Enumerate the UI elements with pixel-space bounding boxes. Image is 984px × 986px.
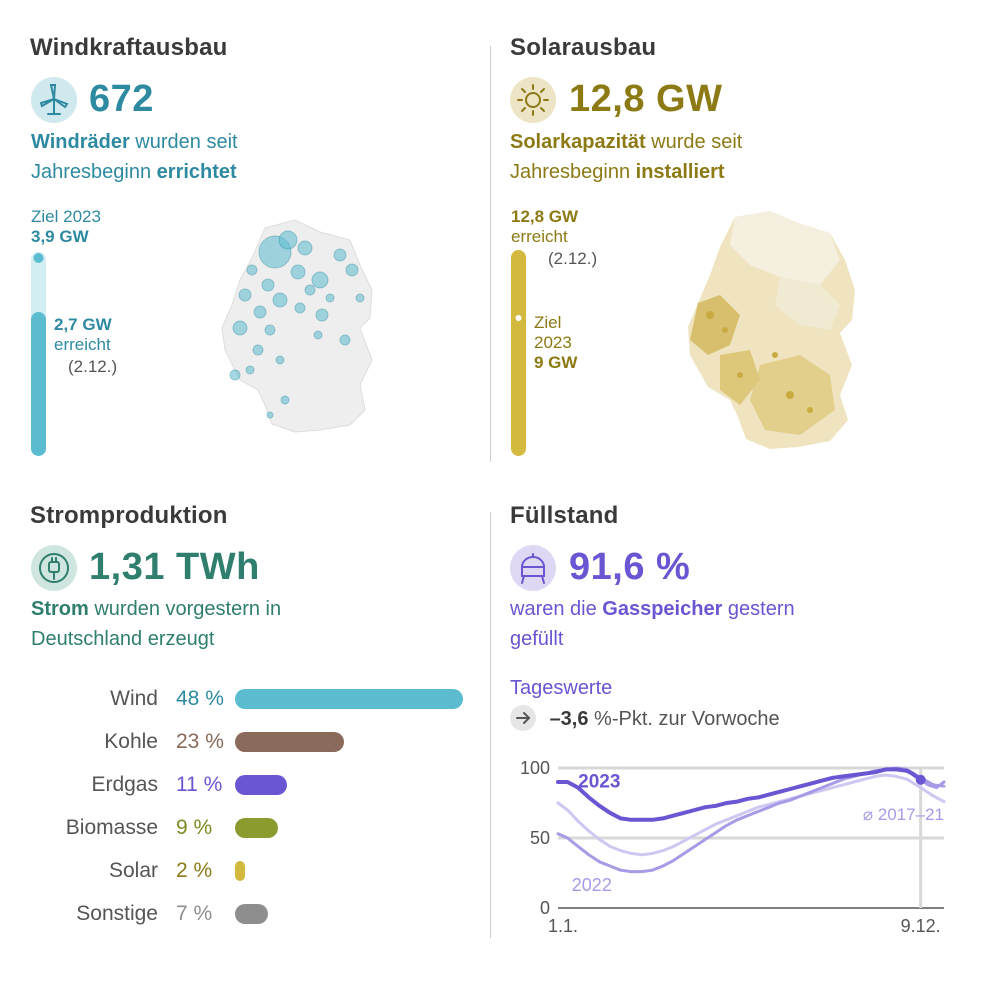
- strom-subtitle: Strom wurden vorgestern in Deutschland e…: [31, 594, 281, 654]
- strom-bar-fill: [235, 775, 288, 795]
- wind-line1-rest: wurden seit: [129, 131, 238, 153]
- solar-goal-value: 9 GW: [534, 353, 578, 372]
- sun-icon: [510, 77, 556, 123]
- wind-reached-date: (2.12.): [68, 357, 117, 376]
- solar-reached-label: erreicht: [511, 227, 568, 246]
- strom-bar-value: 23 %: [176, 730, 224, 753]
- strom-bar-label: Sonstige: [76, 902, 158, 925]
- strom-bar-row: Biomasse 9 %: [0, 813, 470, 843]
- gas-value: 91,6 %: [569, 546, 691, 588]
- solar-value: 12,8 GW: [569, 78, 723, 120]
- gas-series-label: 2023: [578, 772, 620, 793]
- solar-map: [688, 211, 855, 449]
- strom-bar-label: Erdgas: [91, 773, 158, 796]
- strom-bar-value: 48 %: [176, 687, 224, 710]
- strom-bar-value: 2 %: [176, 859, 213, 882]
- wind-goal-value: 3,9 GW: [31, 227, 90, 246]
- gas-series-line: [556, 767, 923, 822]
- solar-heading: Solarausbau: [510, 34, 657, 61]
- strom-bar-fill: [235, 904, 269, 924]
- strom-bar-label: Kohle: [104, 730, 158, 753]
- gas-y-tick-label: 100: [520, 758, 550, 778]
- solar-reached-date: (2.12.): [548, 249, 597, 268]
- gas-latest-point: [915, 774, 926, 785]
- strom-bar-fill: [235, 689, 463, 709]
- wind-progress-graphic: Ziel 2023 3,9 GW 2,7 GW erreicht (2.12.): [31, 207, 117, 456]
- vertical-divider-top: [490, 46, 491, 462]
- strom-bar-row: Wind 48 %: [0, 684, 470, 714]
- vertical-divider-bottom: [490, 512, 491, 938]
- gas-heading: Füllstand: [510, 502, 619, 529]
- wind-value: 672: [89, 78, 154, 120]
- gas-line1-bold: Gasspeicher: [602, 598, 723, 620]
- gas-change-unit: %-Pkt. zur Vorwoche: [588, 708, 780, 730]
- gas-chart-title: Tageswerte: [510, 677, 613, 699]
- strom-bar-value: 9 %: [176, 816, 213, 839]
- wind-line1-bold: Windräder: [31, 131, 130, 153]
- solar-line1-rest: wurde seit: [645, 131, 743, 153]
- wind-reached-value: 2,7 GW: [54, 315, 113, 334]
- strom-value: 1,31 TWh: [89, 546, 260, 588]
- wind-heading: Windkraftausbau: [30, 34, 228, 61]
- solar-line2-bold: installiert: [635, 161, 725, 183]
- solar-reached-value: 12,8 GW: [511, 207, 579, 226]
- strom-bar-fill: [235, 861, 245, 881]
- germany-outline: [221, 219, 373, 433]
- gas-y-tick-label: 0: [540, 898, 550, 918]
- gas-change-row: –3,6 %-Pkt. zur Vorwoche: [510, 704, 780, 734]
- gas-line1-rest: waren die: [510, 598, 603, 620]
- gas-x-tick-label: 1.1.: [548, 916, 578, 936]
- strom-bar-row: Solar 2 %: [0, 856, 470, 886]
- strom-bar-value: 7 %: [176, 902, 213, 925]
- solar-progress-fill: [511, 250, 526, 456]
- strom-bar-fill: [235, 818, 278, 838]
- wind-subtitle: Windräder wurden seit Jahresbeginn erric…: [31, 127, 238, 187]
- gas-x-tick-label: 9.12.: [901, 916, 941, 936]
- solar-subtitle: Solarkapazität wurde seit Jahresbeginn i…: [510, 127, 742, 187]
- strom-heading: Stromproduktion: [30, 502, 228, 529]
- strom-line1-bold: Strom: [31, 598, 89, 620]
- wind-line2-bold: errichtet: [156, 161, 237, 183]
- strom-bar-label: Solar: [108, 859, 158, 882]
- arrow-right-icon: [510, 704, 536, 731]
- solar-goal-marker: [515, 315, 522, 321]
- strom-bar-fill: [235, 732, 345, 752]
- strom-bar-label: Biomasse: [65, 816, 158, 839]
- wind-reached-label: erreicht: [54, 335, 111, 354]
- strom-bar-row: Sonstige 7 %: [0, 899, 470, 929]
- solar-progress-graphic: 12,8 GW erreicht (2.12.) Ziel 2023 9 GW: [511, 207, 597, 456]
- solar-goal-line1: Ziel: [534, 313, 561, 332]
- solar-line2-rest: Jahresbeginn: [510, 161, 636, 183]
- wind-progress-fill: [31, 312, 46, 456]
- solar-line1-bold: Solarkapazität: [510, 131, 646, 153]
- strom-line2-rest: Deutschland erzeugt: [31, 628, 215, 650]
- gas-line2-rest: gefüllt: [510, 628, 564, 650]
- wind-map: [221, 219, 373, 433]
- power-plug-icon: [31, 545, 77, 591]
- gas-series-label: 2022: [572, 875, 612, 895]
- gas-line-chart: 0 50 100 2023 2022 ⌀ 2017–21 1.1. 9.12.: [520, 758, 946, 936]
- strom-bar-value: 11 %: [176, 773, 223, 796]
- wind-goal-marker: [33, 253, 44, 263]
- strom-bar-chart: Wind 48 % Kohle 23 % Erdgas 11 % Biomasse 9 % So…: [0, 684, 480, 934]
- strom-bar-row: Erdgas 11 %: [0, 770, 470, 800]
- gas-change-value: –3,6: [549, 708, 589, 730]
- wind-goal-label: Ziel 2023: [31, 207, 101, 226]
- strom-line1-rest: wurden vorgestern in: [88, 598, 282, 620]
- gas-subtitle: waren die Gasspeicher gestern gefüllt: [510, 594, 795, 654]
- gas-series-label: ⌀ 2017–21: [863, 805, 944, 824]
- gas-y-tick-label: 50: [530, 828, 550, 848]
- gas-line1-rest2: gestern: [722, 598, 795, 620]
- wind-turbine-icon: [31, 77, 77, 123]
- gas-storage-icon: [510, 545, 556, 591]
- gas-series-line: [556, 773, 946, 857]
- solar-goal-line2: 2023: [534, 333, 572, 352]
- wind-line2-rest: Jahresbeginn: [31, 161, 157, 183]
- strom-bar-label: Wind: [110, 687, 158, 710]
- strom-bar-row: Kohle 23 %: [0, 727, 470, 757]
